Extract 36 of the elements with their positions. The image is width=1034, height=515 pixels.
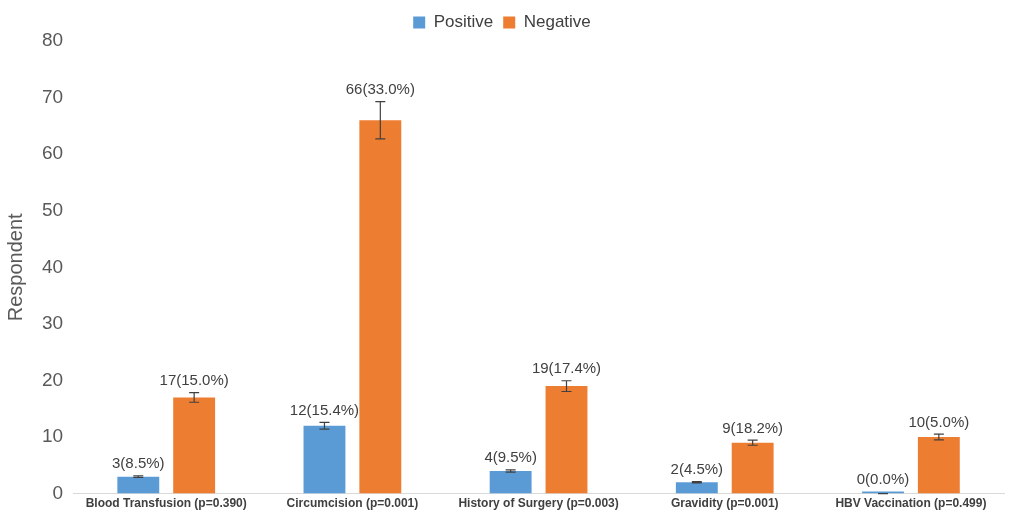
x-tick-label: History of Surgery (p=0.003) xyxy=(458,496,619,511)
data-label: 12(15.4%) xyxy=(289,400,360,418)
data-label: 0(0.0%) xyxy=(856,470,910,488)
y-tick-label: 50 xyxy=(41,198,64,220)
bar xyxy=(173,397,216,494)
bar xyxy=(917,437,960,494)
y-axis-title: Respondent xyxy=(3,212,26,322)
data-label: 17(15.0%) xyxy=(159,371,229,389)
data-label: 3(8.5%) xyxy=(112,454,165,472)
legend-label: Positive xyxy=(433,12,494,32)
y-tick-label: 30 xyxy=(41,312,64,334)
bar xyxy=(303,425,346,494)
data-label: 4(9.5%) xyxy=(484,448,537,466)
y-tick-label: 0 xyxy=(52,481,64,503)
y-tick-label: 60 xyxy=(41,142,64,164)
y-tick-label: 70 xyxy=(41,85,64,107)
x-tick-label: Gravidity (p=0.001) xyxy=(670,496,779,511)
data-label: 10(5.0%) xyxy=(908,412,970,430)
x-tick-label: Circumcision (p=0.001) xyxy=(286,496,419,511)
data-label: 2(4.5%) xyxy=(670,460,724,478)
legend-label: Negative xyxy=(523,12,591,32)
y-tick-label: 80 xyxy=(41,29,64,51)
bar xyxy=(731,442,774,494)
bar xyxy=(545,386,588,494)
bar xyxy=(117,476,160,494)
y-tick-label: 10 xyxy=(41,425,64,447)
bar xyxy=(359,120,402,494)
data-label: 9(18.2%) xyxy=(722,418,784,436)
data-label: 66(33.0%) xyxy=(345,80,415,98)
y-tick-label: 40 xyxy=(41,255,64,277)
bar xyxy=(675,482,718,494)
data-label: 19(17.4%) xyxy=(531,359,602,377)
bar xyxy=(489,470,532,494)
y-tick-label: 20 xyxy=(41,368,64,390)
x-tick-label: Blood Transfusion (p=0.390) xyxy=(85,496,247,511)
x-tick-label: HBV Vaccination (p=0.499) xyxy=(835,496,987,511)
